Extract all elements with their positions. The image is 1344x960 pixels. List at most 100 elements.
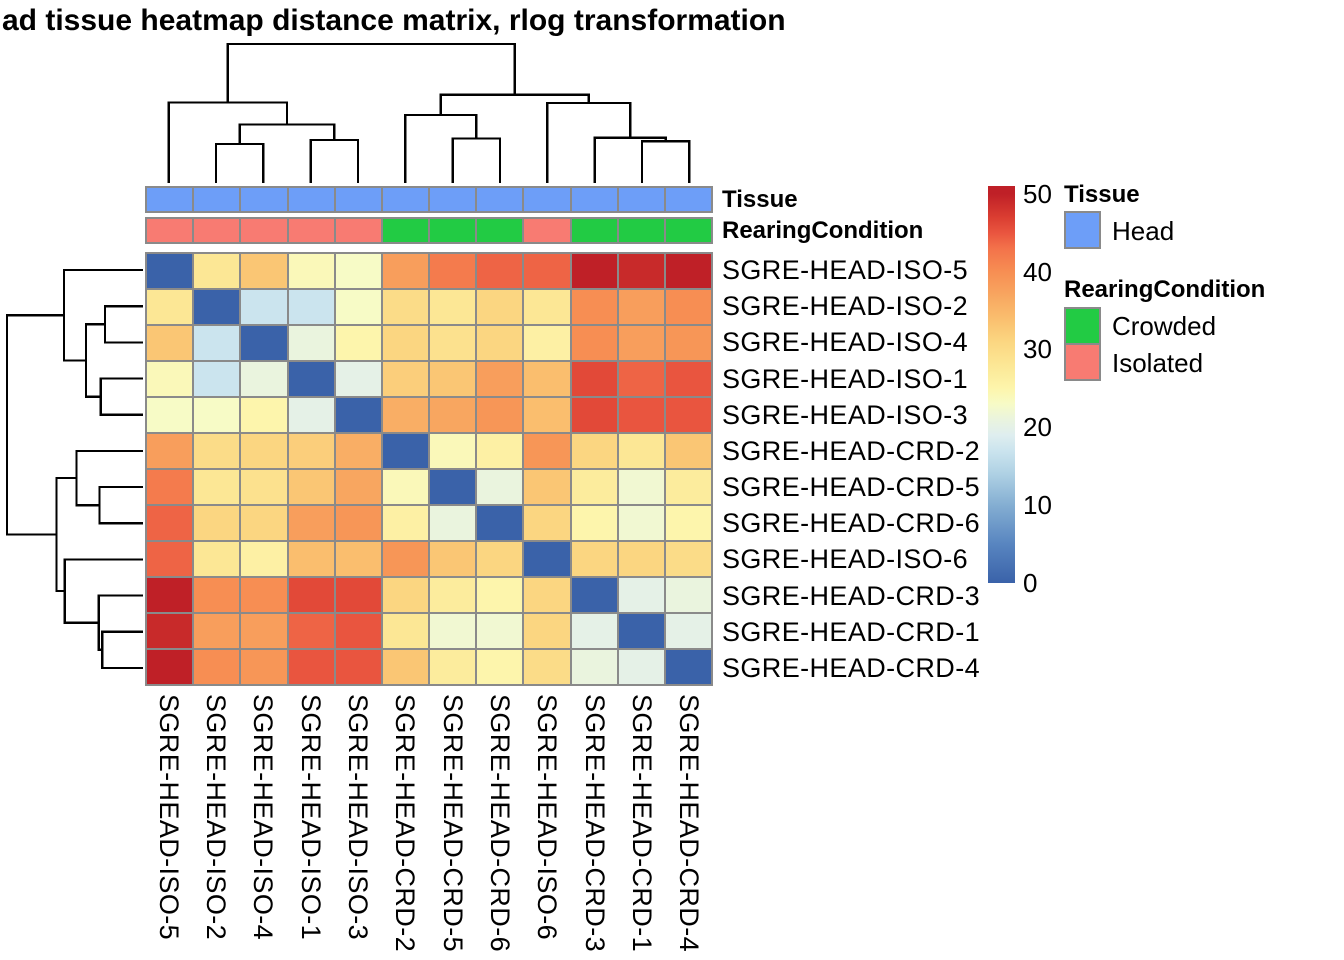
heatmap-cell bbox=[665, 506, 711, 540]
row-label: SGRE-HEAD-CRD-1 bbox=[722, 616, 981, 647]
row-label: SGRE-HEAD-ISO-1 bbox=[722, 363, 969, 394]
heatmap-cell bbox=[477, 506, 523, 540]
heatmap-cell bbox=[335, 470, 381, 504]
heatmap-cell bbox=[335, 542, 381, 576]
heatmap-cell bbox=[194, 470, 240, 504]
heatmap-cell bbox=[382, 650, 428, 684]
legend-item-head: Head bbox=[1112, 216, 1175, 246]
row-label: SGRE-HEAD-ISO-5 bbox=[722, 255, 969, 286]
heatmap-cell bbox=[477, 470, 523, 504]
column-label: SGRE-HEAD-CRD-4 bbox=[674, 694, 705, 953]
rearing-annotation-cell bbox=[524, 219, 570, 242]
column-label: SGRE-HEAD-CRD-6 bbox=[485, 694, 515, 953]
heatmap-cell bbox=[288, 254, 334, 288]
heatmap-grid bbox=[145, 252, 713, 686]
heatmap-cell bbox=[147, 650, 193, 684]
heatmap-cell bbox=[288, 470, 334, 504]
row-label: SGRE-HEAD-ISO-6 bbox=[722, 544, 969, 575]
heatmap-cell bbox=[335, 398, 381, 432]
heatmap-cell bbox=[571, 614, 617, 648]
heatmap-cell bbox=[288, 542, 334, 576]
column-dendrogram bbox=[167, 42, 691, 183]
rearing-annotation-cell bbox=[241, 219, 287, 242]
heatmap-cell bbox=[524, 650, 570, 684]
heatmap-cell bbox=[288, 398, 334, 432]
column-label: SGRE-HEAD-ISO-3 bbox=[343, 694, 373, 941]
heatmap-cell bbox=[288, 506, 334, 540]
heatmap-cell bbox=[665, 614, 711, 648]
heatmap-cell bbox=[665, 290, 711, 324]
tissue-annotation-bar bbox=[145, 186, 713, 213]
heatmap-cell bbox=[382, 434, 428, 468]
heatmap-cell bbox=[241, 614, 287, 648]
heatmap-cell bbox=[571, 290, 617, 324]
heatmap-cell bbox=[430, 506, 476, 540]
legend-item-isolated: Isolated bbox=[1112, 348, 1204, 378]
legend-tissue-header: Tissue bbox=[1064, 181, 1140, 208]
row-label: SGRE-HEAD-CRD-6 bbox=[722, 508, 981, 539]
heatmap-cell bbox=[147, 362, 193, 396]
heatmap-cell bbox=[147, 578, 193, 612]
heatmap-cell bbox=[665, 398, 711, 432]
heatmap-cell bbox=[335, 578, 381, 612]
heatmap-cell bbox=[147, 254, 193, 288]
heatmap-cell bbox=[382, 254, 428, 288]
heatmap-cell bbox=[382, 578, 428, 612]
heatmap-cell bbox=[430, 326, 476, 360]
heatmap-cell bbox=[194, 614, 240, 648]
heatmap-cell bbox=[477, 398, 523, 432]
rearing-annotation-cell bbox=[665, 219, 711, 242]
heatmap-cell bbox=[241, 506, 287, 540]
column-label: SGRE-HEAD-CRD-5 bbox=[437, 694, 468, 953]
tissue-annotation-cell bbox=[147, 188, 193, 211]
rearing-track-label: RearingCondition bbox=[722, 217, 924, 244]
heatmap-cell bbox=[147, 398, 193, 432]
rearing-annotation-cell bbox=[382, 219, 428, 242]
row-label: SGRE-HEAD-ISO-3 bbox=[722, 399, 969, 430]
heatmap-cell bbox=[618, 542, 664, 576]
tissue-annotation-cell bbox=[665, 188, 711, 211]
heatmap-cell bbox=[241, 398, 287, 432]
legend-swatch-crowded bbox=[1064, 307, 1101, 345]
heatmap-cell bbox=[288, 614, 334, 648]
heatmap-cell bbox=[477, 362, 523, 396]
heatmap-cell bbox=[524, 542, 570, 576]
heatmap-cell bbox=[147, 326, 193, 360]
heatmap-cell bbox=[665, 542, 711, 576]
rearing-annotation-cell bbox=[571, 219, 617, 242]
heatmap-cell bbox=[147, 290, 193, 324]
tissue-annotation-cell bbox=[241, 188, 287, 211]
column-label: SGRE-HEAD-CRD-3 bbox=[579, 694, 610, 953]
heatmap-cell bbox=[477, 326, 523, 360]
heatmap-cell bbox=[430, 398, 476, 432]
tissue-annotation-cell bbox=[618, 188, 664, 211]
heatmap-cell bbox=[382, 470, 428, 504]
row-label: SGRE-HEAD-CRD-5 bbox=[722, 472, 981, 503]
heatmap-cell bbox=[430, 434, 476, 468]
heatmap-cell bbox=[618, 326, 664, 360]
chart-title: ad tissue heatmap distance matrix, rlog … bbox=[2, 4, 786, 37]
heatmap-cell bbox=[430, 650, 476, 684]
heatmap-cell bbox=[382, 614, 428, 648]
legend-rearing-header: RearingCondition bbox=[1064, 276, 1266, 303]
rearing-annotation-cell bbox=[288, 219, 334, 242]
column-label: SGRE-HEAD-ISO-1 bbox=[295, 694, 326, 941]
heatmap-cell bbox=[288, 362, 334, 396]
heatmap-cell bbox=[194, 290, 240, 324]
tissue-annotation-cell bbox=[194, 188, 240, 211]
heatmap-cell bbox=[382, 398, 428, 432]
heatmap-cell bbox=[382, 326, 428, 360]
heatmap-cell bbox=[430, 470, 476, 504]
heatmap-cell bbox=[335, 326, 381, 360]
heatmap-cell bbox=[335, 254, 381, 288]
row-dendrogram bbox=[5, 268, 143, 670]
heatmap-cell bbox=[194, 542, 240, 576]
legend-swatch-head bbox=[1064, 211, 1101, 249]
tissue-track-label: Tissue bbox=[722, 186, 798, 213]
heatmap-cell bbox=[524, 398, 570, 432]
heatmap-cell bbox=[618, 254, 664, 288]
rearing-annotation-bar bbox=[145, 217, 713, 244]
heatmap-cell bbox=[665, 254, 711, 288]
heatmap-cell bbox=[571, 470, 617, 504]
rearing-annotation-cell bbox=[194, 219, 240, 242]
